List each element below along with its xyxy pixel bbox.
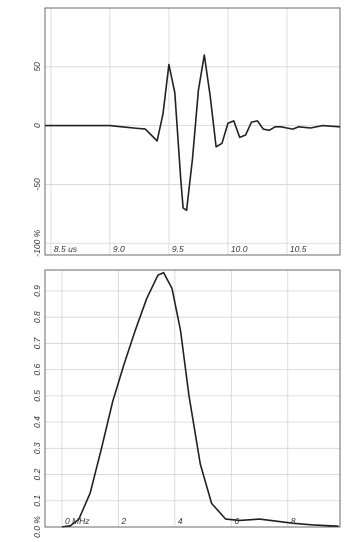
spectrum-y-tick-label: 0.5	[32, 390, 42, 402]
spectrum-y-tick-label: 0.6	[32, 363, 42, 375]
waveform-y-tick-label: -50	[32, 178, 42, 191]
waveform-x-tick-label: 8.5 us	[54, 244, 78, 254]
waveform-x-tick-label: 10.5	[290, 244, 307, 254]
spectrum-x-tick-label: 6	[234, 516, 239, 526]
spectrum-y-tick-label: 0.1	[32, 495, 42, 507]
spectrum-x-tick-label: 8	[291, 516, 296, 526]
spectrum-y-tick-label: 0.2	[32, 468, 42, 480]
waveform-x-tick-label: 9.0	[113, 244, 125, 254]
waveform-plot-frame	[44, 7, 341, 256]
spectrum-y-tick-label: 0.9	[32, 285, 42, 297]
spectrum-y-tick-label: 0.8	[32, 311, 42, 323]
spectrum-series-line	[61, 271, 339, 528]
spectrum-x-tick-label: 4	[178, 516, 183, 526]
waveform-y-tick-label: 50	[32, 62, 42, 72]
waveform-x-tick-label: 9.5	[172, 244, 184, 254]
waveform-y-tick-label: -100 %	[32, 229, 42, 256]
spectrum-y-tick-label: 0.3	[32, 442, 42, 454]
spectrum-chart: 0 MHz 2 4 6 8 0.0 % 0.1 0.2 0.3 0.4 0.5 0.6 0.7 0.8 0.…	[32, 269, 341, 538]
spectrum-y-tick-label: 0.7	[32, 337, 42, 349]
waveform-series-line	[45, 54, 341, 212]
spectrum-x-tick-label: 0 MHz	[65, 516, 90, 526]
waveform-x-tick-label: 10.0	[231, 244, 248, 254]
waveform-chart: 8.5 us 9.0 9.5 10.0 10.5 50 0 -50 -100 %	[32, 7, 341, 257]
waveform-y-tick-label: 0	[32, 123, 42, 128]
spectrum-y-tick-label: 0.0 %	[32, 516, 42, 538]
spectrum-y-tick-label: 0.4	[32, 416, 42, 428]
spectrum-x-tick-label: 2	[120, 516, 126, 526]
spectrum-plot-frame	[44, 269, 341, 528]
